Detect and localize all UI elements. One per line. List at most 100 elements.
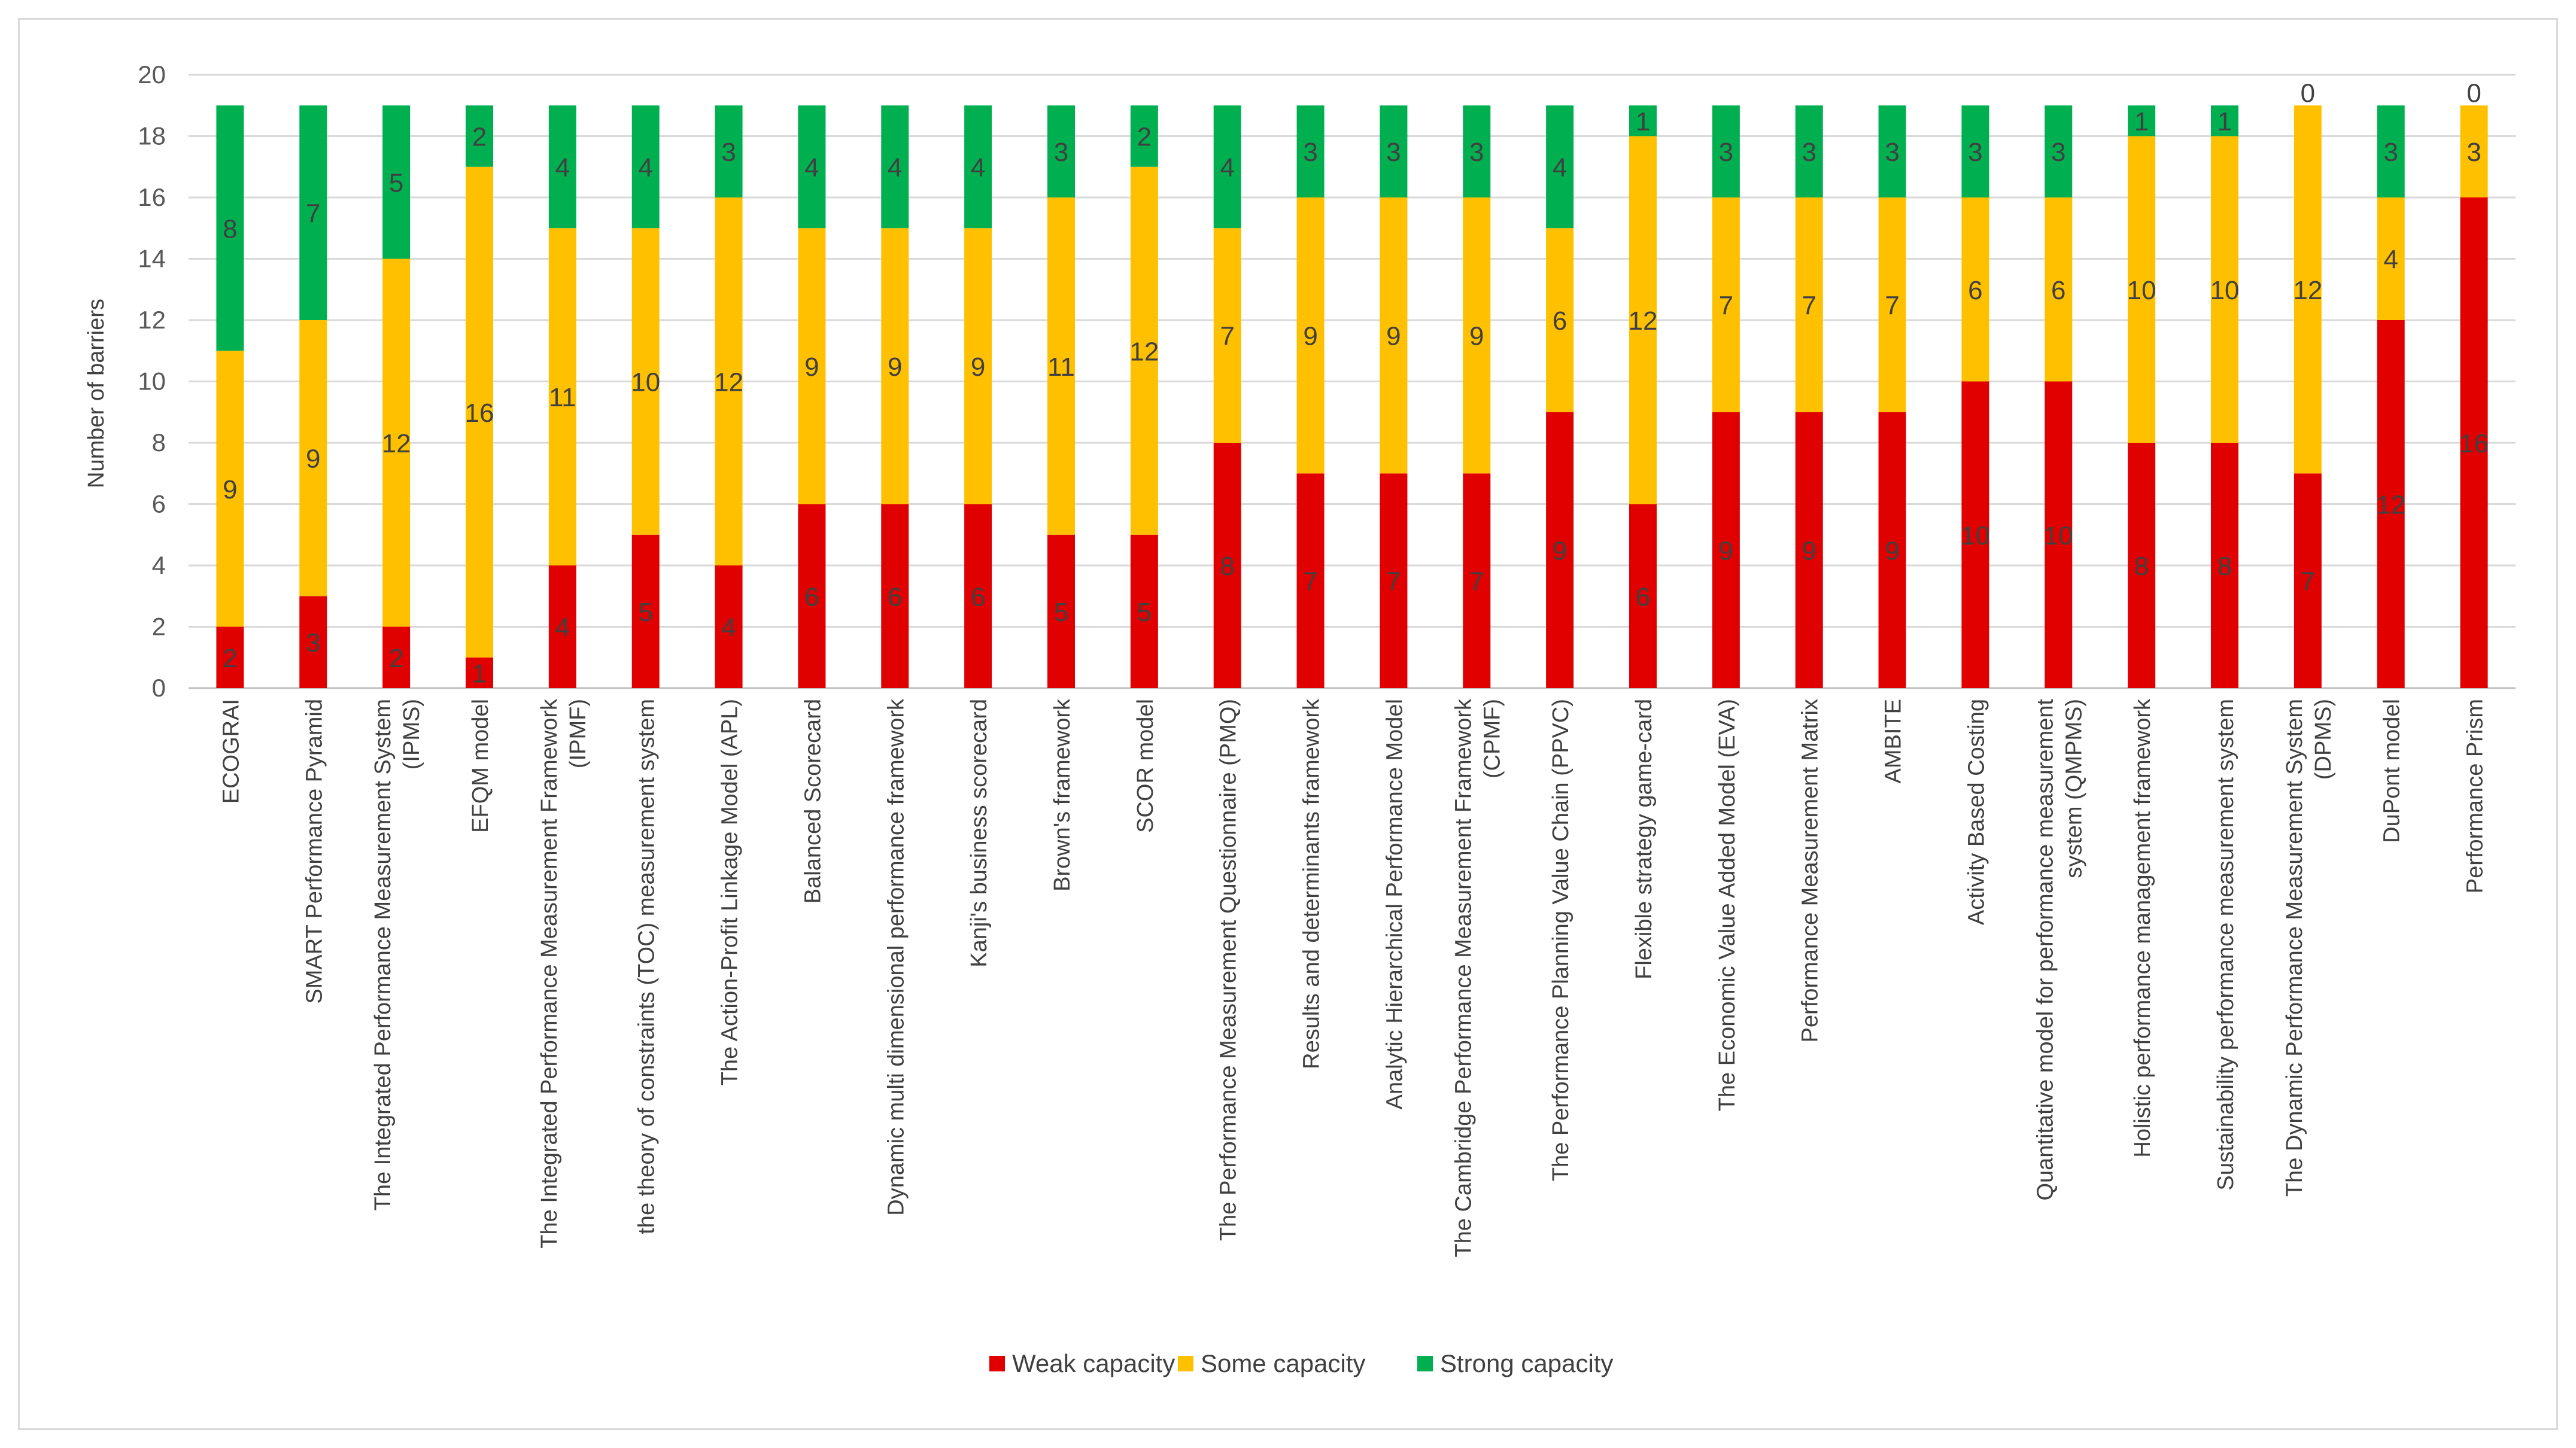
legend-item: Some capacity bbox=[1178, 1349, 1365, 1377]
bar-segment-some-capacity bbox=[1712, 197, 1740, 412]
bar-segment-some-capacity bbox=[1546, 228, 1574, 412]
legend-label: Some capacity bbox=[1201, 1349, 1365, 1377]
data-label: 9 bbox=[1469, 322, 1484, 351]
x-category-text: Flexible strategy game-card bbox=[1632, 699, 1657, 979]
x-category-label: The Integrated Performance Measurement S… bbox=[370, 699, 424, 1210]
x-category-label: Analytic Hierarchical Performance Model bbox=[1382, 699, 1407, 1109]
data-label: 6 bbox=[1636, 582, 1650, 612]
y-tick-label: 2 bbox=[152, 613, 166, 641]
bar-segment-some-capacity bbox=[1878, 197, 1906, 412]
x-category-label: The Performance Measurement Questionnair… bbox=[1216, 699, 1241, 1241]
bar-segment-some-capacity bbox=[216, 351, 244, 627]
legend: Weak capacity Some capacity Strong capacit… bbox=[989, 1349, 1614, 1377]
x-category-text: Results and determinants framework bbox=[1299, 698, 1325, 1069]
x-category-text: The Cambridge Performance Measurement Fr… bbox=[1451, 698, 1476, 1257]
x-category-label: ECOGRAI bbox=[218, 699, 244, 804]
y-tick-label: 20 bbox=[138, 60, 166, 89]
bar-segment-some-capacity bbox=[2377, 197, 2405, 320]
x-category-text: (DPMS) bbox=[2311, 699, 2336, 780]
chart-frame: 2 9 8 3 9 7 2 12 5 1 16 2 4 11 4 5 10 4 4 12 3 6 9 4 6 9 4 6 9 4 5 11 3 5… bbox=[18, 18, 2558, 1430]
y-tick-label: 4 bbox=[152, 551, 166, 579]
bar-segment-weak-capacity bbox=[1296, 473, 1325, 688]
data-label: 4 bbox=[721, 613, 736, 643]
x-category-label: Flexible strategy game-card bbox=[1632, 699, 1657, 979]
x-category-label: Holistic performance management framewor… bbox=[2130, 698, 2155, 1158]
data-label: 7 bbox=[1386, 567, 1401, 597]
bar-segment-some-capacity bbox=[1213, 228, 1241, 443]
stacked-bar-chart: 2983972125116241145104412369469469451135… bbox=[84, 60, 2516, 1377]
x-category-text: Brown's framework bbox=[1050, 698, 1075, 892]
data-label: 8 bbox=[2134, 552, 2149, 581]
bar-segment-weak-capacity bbox=[299, 596, 327, 688]
x-category-label: Brown's framework bbox=[1050, 698, 1075, 892]
x-category-text: SCOR model bbox=[1133, 699, 1158, 833]
data-label: 16 bbox=[465, 398, 494, 428]
x-category-label: Results and determinants framework bbox=[1299, 698, 1325, 1069]
data-label: 4 bbox=[804, 153, 819, 182]
bar-segment-some-capacity bbox=[715, 197, 743, 565]
data-label: 4 bbox=[971, 153, 985, 182]
data-label: 10 bbox=[631, 368, 660, 397]
x-category-label: Quantitative model for performance measu… bbox=[2033, 699, 2086, 1201]
bar-segment-strong-capacity bbox=[1296, 105, 1325, 197]
x-category-text: (IPMF) bbox=[566, 699, 591, 768]
data-label: 5 bbox=[389, 168, 403, 197]
x-category-label: Dynamic multi dimensional performance fr… bbox=[883, 698, 909, 1216]
bar-segment-strong-capacity bbox=[1795, 105, 1823, 197]
bar-segment-strong-capacity bbox=[382, 105, 411, 259]
x-category-text: Holistic performance management framewor… bbox=[2130, 698, 2155, 1158]
data-label: 5 bbox=[1137, 598, 1152, 627]
x-category-text: DuPont model bbox=[2380, 699, 2405, 843]
y-tick-label: 12 bbox=[138, 306, 166, 334]
legend-swatch bbox=[1417, 1356, 1433, 1371]
data-label: 4 bbox=[555, 613, 570, 643]
bar-segment-strong-capacity bbox=[299, 105, 327, 320]
data-label: 12 bbox=[1129, 337, 1159, 366]
bar-segment-some-capacity bbox=[1629, 136, 1657, 504]
data-label: 9 bbox=[888, 352, 902, 382]
data-label: 9 bbox=[971, 352, 985, 382]
bar-segment-some-capacity bbox=[382, 258, 411, 627]
x-category-label: The Cambridge Performance Measurement Fr… bbox=[1451, 698, 1505, 1257]
bar-segment-strong-capacity bbox=[466, 105, 493, 167]
data-label: 1 bbox=[2134, 107, 2149, 136]
x-category-text: The Economic Value Added Model (EVA) bbox=[1715, 699, 1740, 1111]
bar-segment-strong-capacity bbox=[631, 105, 660, 229]
x-category-text: Sustainability performance measurement s… bbox=[2213, 699, 2238, 1191]
data-label: 10 bbox=[2127, 276, 2156, 305]
data-label: 7 bbox=[1885, 291, 1899, 320]
bar-segment-weak-capacity bbox=[548, 565, 576, 688]
bar-segment-strong-capacity bbox=[1213, 105, 1241, 229]
data-label: 7 bbox=[1469, 567, 1484, 597]
data-label: 3 bbox=[306, 628, 320, 658]
data-label: 6 bbox=[888, 582, 902, 612]
bar-segment-strong-capacity bbox=[715, 105, 743, 197]
bar-segment-weak-capacity bbox=[2377, 320, 2405, 688]
x-category-text: The Performance Measurement Questionnair… bbox=[1216, 699, 1241, 1241]
bar-segment-weak-capacity bbox=[466, 657, 493, 688]
y-tick-label: 18 bbox=[138, 122, 166, 150]
data-label: 9 bbox=[1553, 536, 1567, 565]
bar-segment-strong-capacity bbox=[1712, 105, 1740, 197]
data-label: 8 bbox=[223, 214, 237, 244]
data-label: 7 bbox=[2301, 567, 2315, 597]
bar-segment-strong-capacity bbox=[1463, 105, 1491, 197]
bar-segment-strong-capacity bbox=[964, 105, 992, 229]
bar-segment-strong-capacity bbox=[1546, 105, 1574, 229]
data-label: 10 bbox=[1961, 521, 1990, 550]
bar-segment-strong-capacity bbox=[2128, 105, 2156, 136]
bar-segment-weak-capacity bbox=[798, 504, 826, 688]
data-label: 3 bbox=[1719, 138, 1733, 167]
bar-segment-strong-capacity bbox=[881, 105, 909, 229]
bar-segment-weak-capacity bbox=[1961, 381, 1989, 688]
x-category-text: AMBITE bbox=[1881, 699, 1906, 783]
x-axis-categories: ECOGRAI SMART Performance Pyramid The Inte… bbox=[218, 698, 2487, 1257]
data-label: 7 bbox=[1802, 291, 1816, 320]
bar-segment-strong-capacity bbox=[2045, 105, 2073, 197]
data-label: 1 bbox=[472, 659, 487, 688]
data-label: 4 bbox=[888, 153, 902, 182]
x-category-label: The Integrated Performance Measurement F… bbox=[537, 698, 591, 1249]
x-category-label: Performance Measurement Matrix bbox=[1798, 699, 1823, 1042]
x-category-text: The Integrated Performance Measurement F… bbox=[537, 698, 562, 1249]
data-label: 4 bbox=[2383, 245, 2398, 275]
